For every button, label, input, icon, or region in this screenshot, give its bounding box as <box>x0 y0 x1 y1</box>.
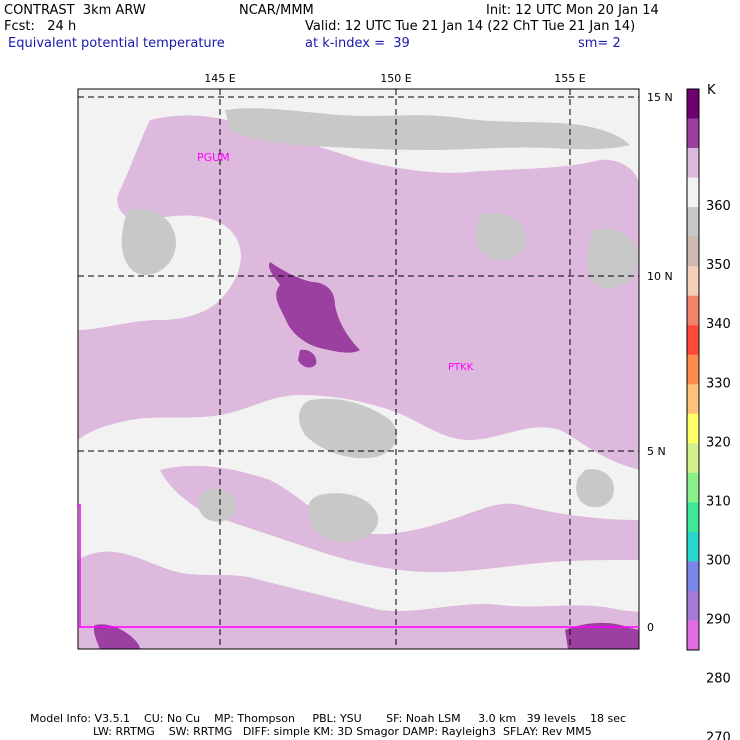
gray-region-5 <box>587 228 639 289</box>
colorbar-swatch <box>687 148 699 179</box>
gray-region-7 <box>198 488 237 522</box>
colorbar-label: 300 <box>706 553 731 568</box>
colorbar-swatch <box>687 502 699 533</box>
lilac-region-east <box>520 190 639 330</box>
colorbar-swatch <box>687 354 699 385</box>
colorbar-swatch <box>687 531 699 562</box>
station-pgum: PGUM <box>197 151 230 164</box>
lilac-region-central-south <box>160 465 639 573</box>
colorbar-swatch <box>687 443 699 474</box>
organization: NCAR/MMM <box>239 3 314 18</box>
colorbar-swatch <box>687 325 699 356</box>
gray-region-4 <box>121 208 176 275</box>
lat-label-5n: 5 N <box>647 445 666 458</box>
colorbar-unit: K <box>707 83 716 98</box>
gray-region-6 <box>475 213 526 261</box>
colorbar-swatch <box>687 413 699 444</box>
colorbar-swatch <box>687 620 699 651</box>
lat-label-15n: 15 N <box>647 91 673 104</box>
colorbar-label: 360 <box>706 199 731 214</box>
colorbar-label: 270 <box>706 731 731 740</box>
colorbar-label: 320 <box>706 435 731 450</box>
colorbar-labels: 360 350 340 330 320 310 300 290 280 270 <box>706 199 731 740</box>
colorbar-swatch <box>687 472 699 503</box>
magenta-sw <box>93 624 140 649</box>
magenta-small <box>298 349 317 368</box>
colorbar-swatch <box>687 295 699 326</box>
lon-label-155: 155 E <box>554 72 585 85</box>
colorbar-label: 350 <box>706 258 731 273</box>
colorbar-label: 310 <box>706 494 731 509</box>
colorbar-swatch <box>687 590 699 621</box>
valid-time: Valid: 12 UTC Tue 21 Jan 14 (22 ChT Tue … <box>305 19 636 34</box>
graticule <box>78 89 639 649</box>
model-info-line1: Model Info: V3.5.1 CU: No Cu MP: Thompso… <box>30 712 627 725</box>
forecast-hour: Fcst: 24 h <box>4 19 77 34</box>
colorbar-label: 330 <box>706 376 731 391</box>
colorbar-swatch <box>687 561 699 592</box>
colorbar <box>686 88 700 651</box>
domain-boundary <box>78 504 81 627</box>
colorbar-label: 290 <box>706 612 731 627</box>
field-name: Equivalent potential temperature <box>8 36 225 51</box>
lilac-region-north <box>78 115 639 470</box>
colorbar-label: 340 <box>706 317 731 332</box>
station-ptkk: PTKK <box>448 362 474 373</box>
colorbar-swatch <box>687 118 699 149</box>
gray-region-2 <box>298 398 398 459</box>
colorbar-label: 280 <box>706 672 731 687</box>
lilac-region-south <box>78 551 639 649</box>
model-title: CONTRAST 3km ARW <box>4 3 146 18</box>
colorbar-swatch <box>687 384 699 415</box>
magenta-se <box>565 622 639 649</box>
gray-region-1 <box>225 108 630 150</box>
init-time: Init: 12 UTC Mon 20 Jan 14 <box>486 3 659 18</box>
colorbar-swatch <box>687 236 699 267</box>
colorbar-border <box>686 88 700 651</box>
colorbar-swatch <box>687 207 699 238</box>
colorbar-swatch <box>687 177 699 208</box>
model-info-line2: LW: RRTMG SW: RRTMG DIFF: simple KM: 3D … <box>30 725 592 738</box>
gray-region-3 <box>308 493 379 543</box>
map-border <box>77 88 640 650</box>
lat-label-0: 0 <box>647 621 654 634</box>
colorbar-swatch <box>687 266 699 297</box>
theta-e-field <box>78 89 639 649</box>
lon-label-145: 145 E <box>204 72 235 85</box>
lon-label-150: 150 E <box>380 72 411 85</box>
smoothing: sm= 2 <box>578 36 621 51</box>
vertical-level: at k-index = 39 <box>305 36 410 51</box>
lat-label-10n: 10 N <box>647 270 673 283</box>
colorbar-swatch <box>687 89 699 120</box>
gray-region-8 <box>576 469 615 508</box>
magenta-core <box>268 262 360 353</box>
